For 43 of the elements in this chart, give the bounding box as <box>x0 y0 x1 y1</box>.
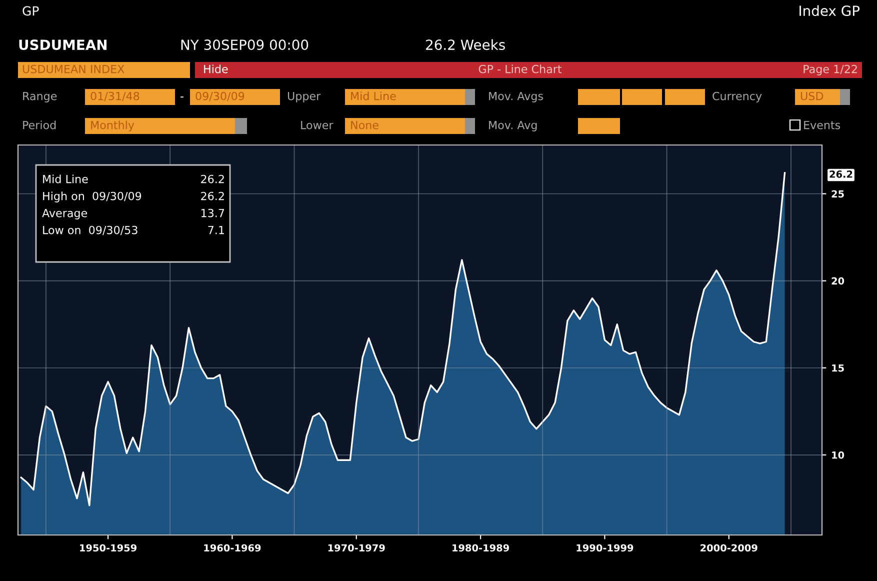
annotation: 26.2 <box>201 174 224 184</box>
text: Upper <box>288 92 321 102</box>
text: Hide <box>204 64 228 74</box>
text: Range <box>23 92 57 102</box>
text: Events <box>804 120 840 130</box>
annotation: Low on 09/30/53 <box>43 226 138 236</box>
text: None <box>351 120 378 130</box>
text: - <box>180 96 184 98</box>
text: 09/30/09 <box>196 92 244 102</box>
text: USDUMEAN INDEX <box>22 64 124 74</box>
text: Index GP <box>800 5 860 16</box>
text: USD <box>800 92 824 100</box>
text: GP - Line Chart <box>478 64 562 74</box>
annotation: Average <box>42 208 88 220</box>
x-tick-label: 1950-1959 <box>80 544 136 552</box>
y-tick-label: 25 <box>832 190 844 198</box>
text: Period <box>23 120 56 130</box>
text: Mid Line <box>351 92 396 100</box>
text: Lower <box>301 120 334 130</box>
text: 01/31/48 <box>90 92 140 102</box>
text: 26.2 <box>830 170 852 178</box>
x-tick-label: 1990-1999 <box>576 544 634 552</box>
annotation: 13.7 <box>201 208 224 218</box>
text: Mov. Avgs <box>489 92 543 102</box>
text: NY 30SEP09 00:00 <box>181 40 308 50</box>
text: Mov. Avg <box>489 120 537 132</box>
annotation: Mid Line <box>43 174 88 184</box>
annotation: 7.1 <box>208 226 224 234</box>
text: Monthly <box>91 120 134 132</box>
text: 26.2 Weeks <box>426 39 505 50</box>
annotation: High on 09/30/09 <box>43 192 142 202</box>
y-tick-label: 20 <box>832 277 844 285</box>
annotation: 26.2 <box>201 192 224 200</box>
text: USDUMEAN <box>19 40 106 50</box>
x-tick-label: 1960-1969 <box>204 544 261 552</box>
text: Page 1/22 <box>804 64 857 76</box>
text: Currency <box>712 92 762 102</box>
x-tick-label: 1970-1979 <box>328 544 385 552</box>
text: GP <box>22 6 39 16</box>
x-tick-label: 2000-2009 <box>700 544 758 552</box>
y-tick-label: 15 <box>832 364 844 372</box>
x-tick-label: 1980-1989 <box>452 544 509 552</box>
y-tick-label: 10 <box>832 451 844 459</box>
